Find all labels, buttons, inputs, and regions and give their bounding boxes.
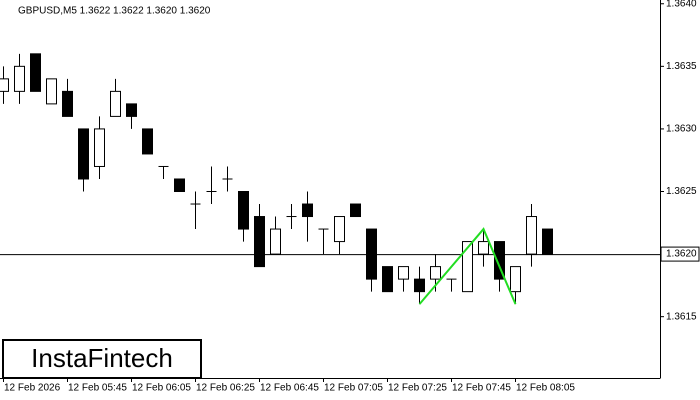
candle-body <box>526 216 537 255</box>
logo: InstaFintech <box>31 343 173 373</box>
candle-body <box>126 103 137 117</box>
candle-body <box>110 90 121 117</box>
last-price-box <box>660 246 700 262</box>
candle-body <box>334 216 345 243</box>
candle-body <box>382 266 393 293</box>
x-tick-label: 12 Feb 07:25 <box>388 383 447 394</box>
candle-body <box>174 178 185 193</box>
candle-body <box>510 266 521 293</box>
x-tick-label: 12 Feb 06:05 <box>132 383 191 394</box>
x-tick-label: 12 Feb 08:05 <box>516 383 575 394</box>
candle-body <box>366 228 377 280</box>
x-tick-label: 12 Feb 06:45 <box>260 383 319 394</box>
candle-body <box>46 78 57 105</box>
candle-body <box>270 228 281 255</box>
x-tick-label: 12 Feb 2026 <box>4 383 61 394</box>
candle-body <box>78 128 89 180</box>
chart-title: GBPUSD,M5 1.3622 1.3622 1.3620 1.3620 <box>18 6 211 17</box>
candle-body <box>142 128 153 155</box>
candle-body <box>0 78 9 92</box>
y-tick-label: 1.3635 <box>666 61 697 72</box>
candle-body <box>462 241 473 293</box>
candle-body <box>14 65 25 92</box>
y-tick-label: 1.3640 <box>666 0 697 9</box>
pattern-line <box>418 227 517 305</box>
last-price-label: 1.3620 <box>666 249 697 260</box>
y-tick-label: 1.3625 <box>666 186 697 197</box>
candle-body <box>542 228 553 255</box>
x-tick-label: 12 Feb 06:25 <box>196 383 255 394</box>
candle-body <box>350 203 361 218</box>
x-tick-label: 12 Feb 05:45 <box>68 383 127 394</box>
candle-body <box>302 203 313 218</box>
candle-body <box>398 266 409 280</box>
candle-body <box>254 216 265 268</box>
x-tick-label: 12 Feb 07:05 <box>324 383 383 394</box>
candle-body <box>478 241 489 255</box>
logo-box <box>2 339 202 379</box>
candle-body <box>430 266 441 280</box>
x-tick-label: 12 Feb 07:45 <box>452 383 511 394</box>
candle-body <box>94 128 105 167</box>
candle-body <box>414 278 425 293</box>
candle-body <box>30 53 41 92</box>
y-tick-label: 1.3615 <box>666 311 697 322</box>
candle-body <box>238 191 249 230</box>
candle-body <box>494 241 505 280</box>
candle-body <box>62 90 73 117</box>
y-tick-label: 1.3630 <box>666 124 697 135</box>
